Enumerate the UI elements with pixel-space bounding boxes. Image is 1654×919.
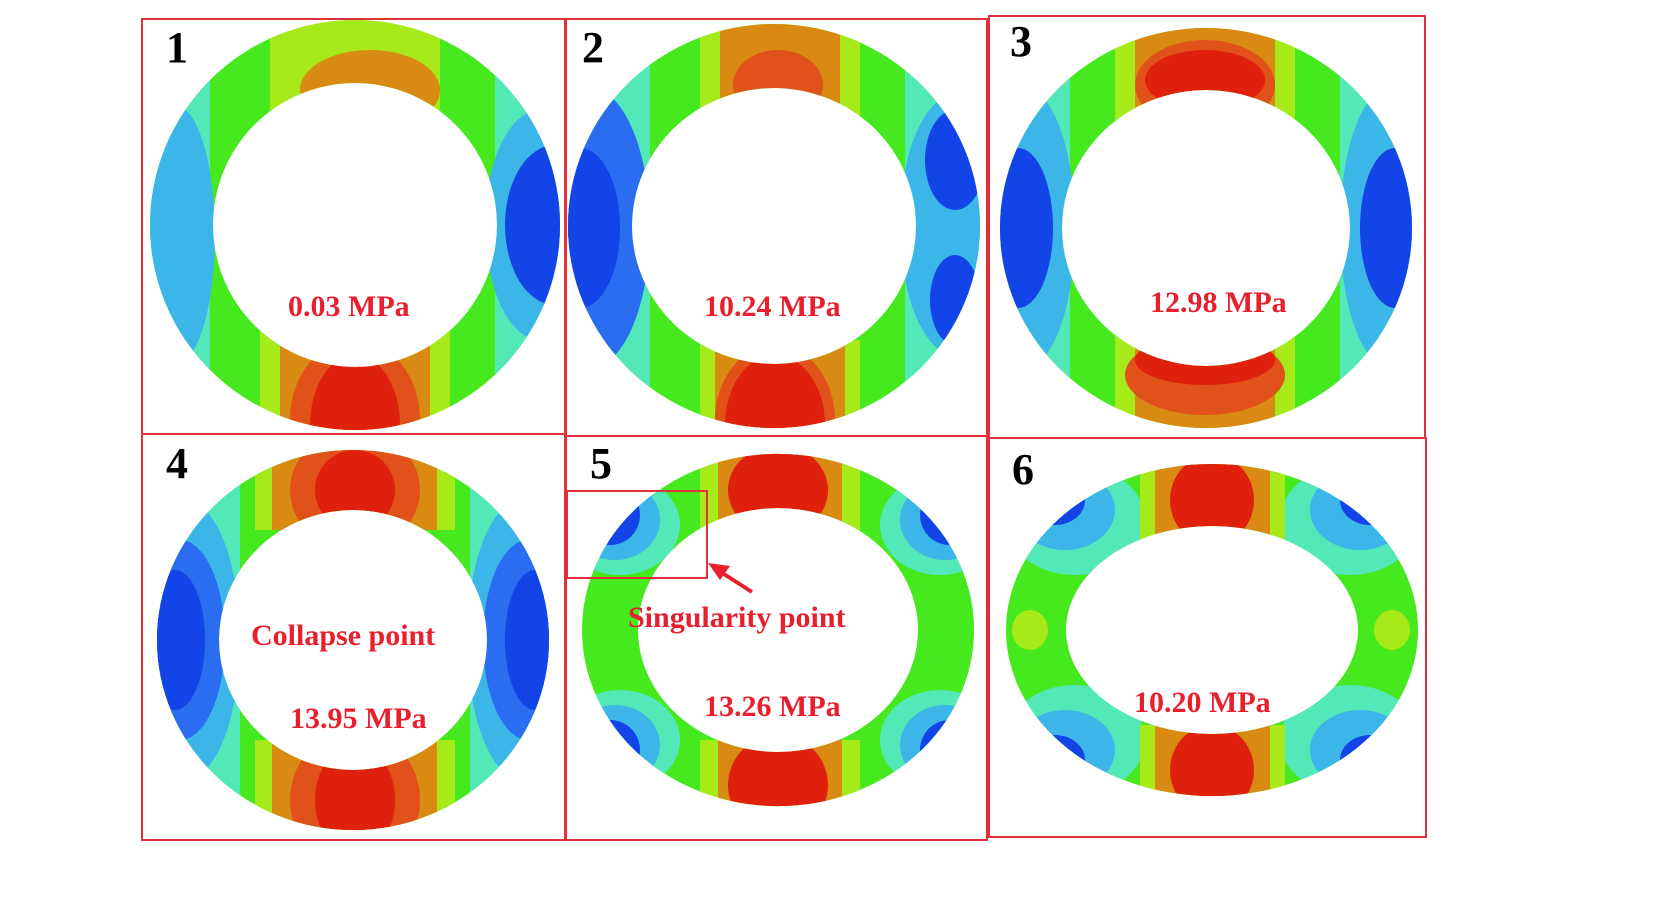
pressure-label-4: 13.95 MPa bbox=[290, 702, 427, 735]
collapse-point-label: Collapse point bbox=[251, 619, 435, 652]
pressure-label-2: 10.24 MPa bbox=[704, 290, 841, 323]
pressure-label-5: 13.26 MPa bbox=[704, 690, 841, 723]
panel-number-3: 3 bbox=[1010, 17, 1032, 66]
panel-number-5: 5 bbox=[590, 439, 612, 488]
contour-ring-3 bbox=[1000, 28, 1412, 428]
singularity-highlight-box bbox=[566, 490, 708, 579]
pressure-label-6: 10.20 MPa bbox=[1134, 686, 1271, 719]
contour-ring-1 bbox=[150, 20, 560, 430]
pressure-label-3: 12.98 MPa bbox=[1150, 286, 1287, 319]
pressure-label-1: 0.03 MPa bbox=[288, 290, 410, 323]
panel-number-4: 4 bbox=[166, 439, 188, 488]
panel-frame-6 bbox=[988, 437, 1427, 838]
panel-number-2: 2 bbox=[582, 23, 604, 72]
panel-frame-5 bbox=[565, 435, 988, 841]
contour-ring-5 bbox=[581, 453, 975, 807]
panel-number-1: 1 bbox=[166, 23, 188, 72]
panel-number-6: 6 bbox=[1012, 445, 1034, 494]
singularity-point-label: Singularity point bbox=[628, 601, 846, 634]
contour-ring-6 bbox=[1006, 464, 1418, 796]
contour-ring-2 bbox=[568, 24, 980, 428]
singularity-arrow-head bbox=[708, 563, 730, 580]
